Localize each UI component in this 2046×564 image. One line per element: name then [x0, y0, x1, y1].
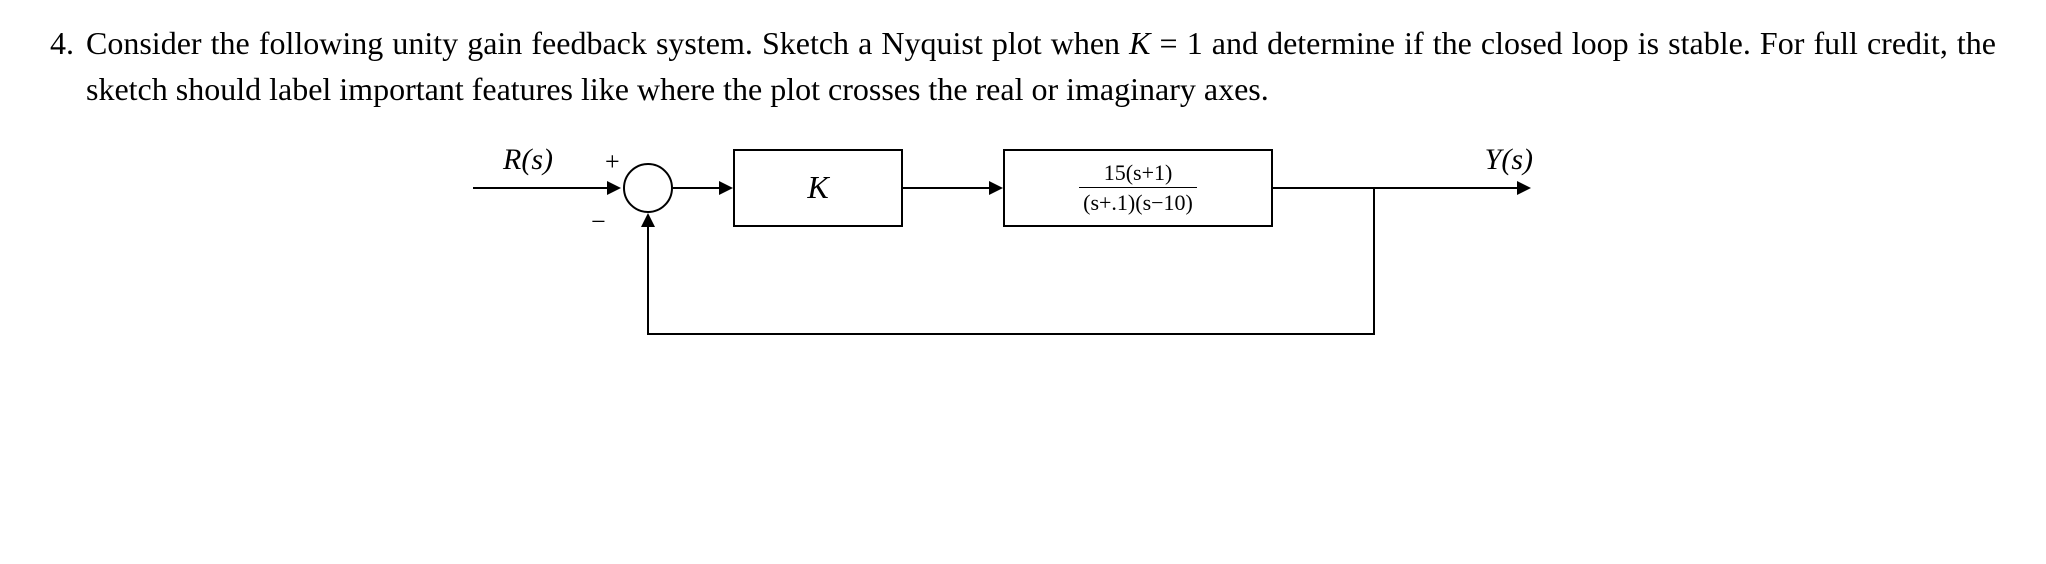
input-label-text: R(s) [503, 143, 553, 176]
gain-block-K: K [733, 149, 903, 227]
sum-minus: − [591, 207, 606, 237]
block-diagram: R(s) Y(s) + − K 15(s+1) (s+.1)(s−10) [473, 143, 1573, 403]
sum-plus: + [605, 147, 620, 177]
line-sum-to-K [673, 187, 719, 189]
arrowhead-K-to-G [989, 181, 1003, 195]
line-G-to-output [1273, 187, 1517, 189]
problem-text: Consider the following unity gain feedba… [86, 20, 1996, 113]
input-label: R(s) [503, 143, 553, 177]
diagram-container: R(s) Y(s) + − K 15(s+1) (s+.1)(s−10) [50, 143, 1996, 403]
summing-junction [623, 163, 673, 213]
transfer-function-fraction: 15(s+1) (s+.1)(s−10) [1079, 160, 1197, 216]
tf-denominator: (s+.1)(s−10) [1079, 187, 1197, 215]
line-tap-down [1373, 187, 1375, 335]
variable-K: K [1129, 25, 1150, 61]
problem-number: 4. [50, 20, 74, 66]
output-label: Y(s) [1485, 143, 1533, 177]
output-label-text: Y(s) [1485, 143, 1533, 176]
problem: 4. Consider the following unity gain fee… [50, 20, 1996, 113]
line-input [473, 187, 607, 189]
plant-block-G: 15(s+1) (s+.1)(s−10) [1003, 149, 1273, 227]
gain-block-K-label: K [807, 169, 828, 206]
arrowhead-sum-to-K [719, 181, 733, 195]
arrowhead-feedback-up [641, 213, 655, 227]
tf-numerator: 15(s+1) [1100, 160, 1177, 187]
arrowhead-input [607, 181, 621, 195]
text-part-1: Consider the following unity gain feedba… [86, 25, 1129, 61]
arrowhead-output [1517, 181, 1531, 195]
line-feedback-up [647, 227, 649, 335]
line-feedback [647, 333, 1375, 335]
line-K-to-G [903, 187, 989, 189]
